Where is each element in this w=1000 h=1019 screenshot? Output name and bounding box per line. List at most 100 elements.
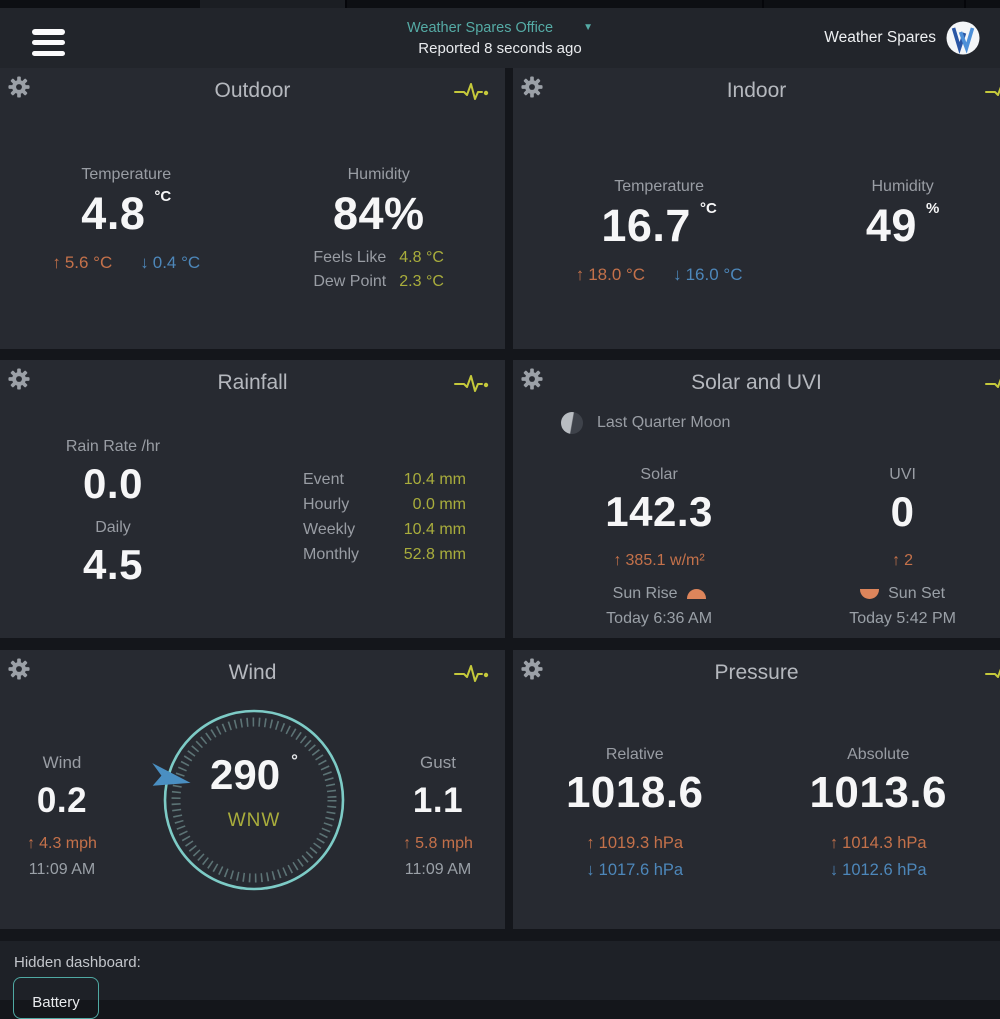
outdoor-content: Temperature 4.8°C ↑5.6 °C ↓0.4 °C Humidi… <box>0 166 505 291</box>
absolute-min: 1012.6 hPa <box>842 861 926 879</box>
sunset-icon <box>860 589 879 599</box>
solar-label: Solar <box>640 466 677 484</box>
temperature-max: 18.0 °C <box>588 265 645 284</box>
gust-block: Gust 1.1 ↑5.8 mph 11:09 AM <box>376 753 500 879</box>
chart-pulse-icon[interactable] <box>453 81 491 103</box>
temperature-label: Temperature <box>81 166 171 184</box>
stat-label: Weekly <box>303 521 375 539</box>
relative-value: 1018.6 <box>566 771 704 815</box>
rain-stat-row: Monthly 52.8 mm <box>303 546 466 564</box>
moon-icon <box>561 412 583 434</box>
sunrise-label: Sun Rise <box>613 585 678 603</box>
absolute-max: 1014.3 hPa <box>842 834 926 852</box>
temperature-unit: °C <box>154 189 171 204</box>
up-arrow-icon: ↑ <box>27 835 35 852</box>
dew-point-label: Dew Point <box>306 273 386 291</box>
gust-label: Gust <box>420 753 456 773</box>
stat-label: Hourly <box>303 496 375 514</box>
outdoor-temperature: Temperature 4.8°C ↑5.6 °C ↓0.4 °C <box>0 166 253 291</box>
up-arrow-icon: ↑ <box>614 552 622 569</box>
chart-pulse-icon[interactable] <box>984 663 1000 685</box>
pressure-content: Relative 1018.6 ↑1019.3 hPa ↓1017.6 hPa … <box>513 746 1000 880</box>
station-selector[interactable]: Weather Spares Office ▼ <box>407 20 593 36</box>
up-arrow-icon: ↑ <box>892 552 900 569</box>
rain-stat-row: Weekly 10.4 mm <box>303 521 466 539</box>
uvi-block: UVI 0 ↑2 Sun Set Today 5:42 PM <box>805 466 1000 628</box>
feels-like-value: 4.8 °C <box>399 249 451 267</box>
indoor-temperature: Temperature 16.7°C ↑18.0 °C ↓16.0 °C <box>513 178 805 285</box>
chart-pulse-icon[interactable] <box>984 81 1000 103</box>
stat-label: Monthly <box>303 546 375 564</box>
down-arrow-icon: ↓ <box>673 265 682 284</box>
moon-phase: Last Quarter Moon <box>561 412 730 434</box>
chart-pulse-icon[interactable] <box>453 373 491 395</box>
wind-max: 4.3 mph <box>39 835 97 852</box>
humidity-label: Humidity <box>871 178 933 196</box>
outdoor-panel: Outdoor Temperature 4.8°C ↑5.6 °C ↓0.4 °… <box>0 68 505 349</box>
down-arrow-icon: ↓ <box>140 253 149 272</box>
top-strip-divider <box>964 0 966 8</box>
wind-compass: 290 ° WNW <box>161 707 347 893</box>
stat-value: 10.4 mm <box>388 521 466 539</box>
sunset-row: Sun Set <box>860 585 945 603</box>
solar-block: Solar 142.3 ↑385.1 w/m² Sun Rise Today 6… <box>513 466 805 628</box>
battery-button[interactable]: Battery <box>13 977 99 1019</box>
wind-panel: Wind Wind 0.2 ↑4.3 mph 11:09 AM 290 ° WN… <box>0 650 505 929</box>
humidity-unit: % <box>926 201 939 216</box>
sunset-time: Today 5:42 PM <box>849 610 956 628</box>
rainfall-panel: Rainfall Rain Rate /hr 0.0 Daily 4.5 Eve… <box>0 360 505 638</box>
humidity-value: 84% <box>333 191 425 236</box>
stat-value: 52.8 mm <box>388 546 466 564</box>
up-arrow-icon: ↑ <box>403 835 411 852</box>
dew-point-value: 2.3 °C <box>399 273 451 291</box>
reported-status: Reported 8 seconds ago <box>418 40 581 57</box>
feels-like-label: Feels Like <box>306 249 386 267</box>
top-strip-divider <box>345 0 347 8</box>
absolute-label: Absolute <box>847 746 909 764</box>
wind-value: 0.2 <box>37 783 87 818</box>
up-arrow-icon: ↑ <box>576 265 585 284</box>
chart-pulse-icon[interactable] <box>453 663 491 685</box>
wind-speed-block: Wind 0.2 ↑4.3 mph 11:09 AM <box>0 753 124 879</box>
wind-direction-unit: ° <box>291 752 298 769</box>
gust-max: 5.8 mph <box>415 835 473 852</box>
up-arrow-icon: ↑ <box>586 834 594 852</box>
absolute-value: 1013.6 <box>809 771 947 815</box>
pressure-panel: Pressure Relative 1018.6 ↑1019.3 hPa ↓10… <box>513 650 1000 929</box>
relative-min: 1017.6 hPa <box>599 861 683 879</box>
relative-pressure-block: Relative 1018.6 ↑1019.3 hPa ↓1017.6 hPa <box>513 746 757 880</box>
solar-value: 142.3 <box>605 491 713 533</box>
top-strip-divider <box>762 0 764 8</box>
rain-daily-label: Daily <box>95 519 131 537</box>
temperature-unit: °C <box>700 201 717 216</box>
footer: Hidden dashboard: Battery <box>0 941 1000 1000</box>
chevron-down-icon: ▼ <box>583 23 593 33</box>
brand-name: Weather Spares <box>824 29 936 47</box>
temperature-min: 0.4 °C <box>153 253 200 272</box>
sunset-label: Sun Set <box>888 585 945 603</box>
relative-max: 1019.3 hPa <box>599 834 683 852</box>
down-arrow-icon: ↓ <box>830 861 838 879</box>
compass-readout: 290 ° WNW <box>161 700 347 886</box>
panel-title: Indoor <box>513 79 1000 103</box>
indoor-panel: Indoor Temperature 16.7°C ↑18.0 °C ↓16.0… <box>513 68 1000 349</box>
top-strip-segment <box>200 0 345 8</box>
solar-max: 385.1 w/m² <box>626 552 705 569</box>
temperature-value: 16.7 <box>601 203 691 248</box>
sunrise-icon <box>687 589 706 599</box>
temperature-value: 4.8 <box>81 191 145 236</box>
station-name: Weather Spares Office <box>407 20 553 36</box>
panel-title: Pressure <box>513 661 1000 685</box>
rain-rate-value: 0.0 <box>83 463 143 505</box>
panel-title: Outdoor <box>0 79 505 103</box>
down-arrow-icon: ↓ <box>586 861 594 879</box>
indoor-humidity: Humidity 49% <box>805 178 1000 285</box>
moon-phase-label: Last Quarter Moon <box>597 414 730 432</box>
stat-value: 10.4 mm <box>388 471 466 489</box>
chart-pulse-icon[interactable] <box>984 373 1000 395</box>
rain-rate-label: Rain Rate /hr <box>66 438 160 456</box>
hidden-dashboard-label: Hidden dashboard: <box>14 954 141 971</box>
solar-content: Solar 142.3 ↑385.1 w/m² Sun Rise Today 6… <box>513 466 1000 628</box>
